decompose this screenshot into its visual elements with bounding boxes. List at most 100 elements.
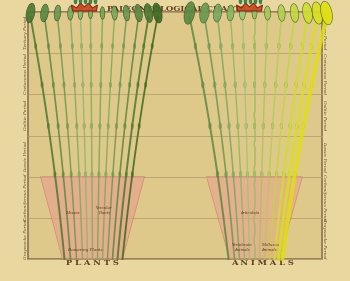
Text: Carboniferous Period: Carboniferous Period [24,173,28,221]
Ellipse shape [144,82,147,87]
Ellipse shape [90,123,93,129]
Text: Cretaceous Period: Cretaceous Period [24,53,28,94]
Ellipse shape [213,82,216,88]
Ellipse shape [41,4,48,22]
Ellipse shape [138,123,140,129]
Ellipse shape [209,123,211,129]
Text: A N I M A L S: A N I M A L S [231,259,294,267]
Ellipse shape [119,82,121,87]
Text: PALEONTOLOGICAL CHART.: PALEONTOLOGICAL CHART. [107,5,243,13]
Ellipse shape [278,5,285,21]
Ellipse shape [219,123,222,129]
Ellipse shape [271,123,274,129]
Ellipse shape [78,172,80,177]
Ellipse shape [239,6,245,20]
Ellipse shape [260,171,263,177]
Ellipse shape [119,172,121,177]
Ellipse shape [76,123,78,129]
Ellipse shape [224,82,226,88]
Ellipse shape [105,172,107,177]
Ellipse shape [239,0,242,4]
Ellipse shape [112,6,117,20]
Ellipse shape [237,123,239,129]
Ellipse shape [151,43,153,49]
Ellipse shape [318,43,321,49]
Ellipse shape [262,123,265,129]
Ellipse shape [66,123,69,129]
Ellipse shape [253,123,256,129]
Ellipse shape [128,82,131,87]
Ellipse shape [264,82,266,88]
Ellipse shape [194,43,197,49]
Text: Liassic Period: Liassic Period [24,141,28,171]
Ellipse shape [100,7,105,19]
Ellipse shape [302,123,305,129]
Ellipse shape [310,43,313,49]
Ellipse shape [142,43,145,49]
Ellipse shape [98,171,100,177]
Ellipse shape [253,171,256,177]
Ellipse shape [214,4,222,22]
Text: Articulata: Articulata [240,211,259,215]
Ellipse shape [184,2,195,24]
Ellipse shape [94,0,97,4]
Bar [28,12,322,259]
Ellipse shape [62,172,64,177]
Ellipse shape [89,7,92,19]
Ellipse shape [242,43,245,49]
Text: Mosses: Mosses [65,211,80,215]
Ellipse shape [111,43,114,49]
Text: Graywacke Period: Graywacke Period [24,218,28,259]
Ellipse shape [100,43,103,49]
Ellipse shape [219,43,222,49]
Ellipse shape [239,171,242,177]
Ellipse shape [232,171,235,177]
Ellipse shape [47,123,50,129]
Ellipse shape [133,43,136,49]
Polygon shape [237,3,262,11]
Ellipse shape [68,6,73,20]
Text: Liassic Period: Liassic Period [322,141,326,171]
Ellipse shape [135,4,142,22]
Ellipse shape [289,123,292,129]
Ellipse shape [249,0,252,4]
Text: Carboniferous Period: Carboniferous Period [322,173,326,221]
Ellipse shape [78,7,83,19]
Ellipse shape [228,123,230,129]
Ellipse shape [57,123,60,129]
Ellipse shape [137,82,139,87]
Ellipse shape [91,171,93,177]
Polygon shape [206,177,302,259]
Ellipse shape [52,82,55,87]
Ellipse shape [275,171,278,177]
Ellipse shape [268,171,271,177]
Ellipse shape [41,82,43,87]
Ellipse shape [225,171,228,177]
Ellipse shape [131,172,134,177]
Text: Tertiary Period: Tertiary Period [24,16,28,49]
Ellipse shape [70,172,72,177]
Ellipse shape [80,43,83,49]
Text: Tertiary Period: Tertiary Period [322,16,326,49]
Ellipse shape [54,172,56,177]
Ellipse shape [265,43,268,49]
Text: P L A N T S: P L A N T S [66,259,119,267]
Ellipse shape [285,82,287,88]
Ellipse shape [89,0,92,4]
Ellipse shape [321,1,332,25]
Ellipse shape [123,5,130,21]
Ellipse shape [84,0,87,4]
Ellipse shape [280,123,283,129]
Ellipse shape [84,171,87,177]
Ellipse shape [254,0,257,4]
Ellipse shape [99,123,101,129]
Ellipse shape [79,0,82,4]
Ellipse shape [310,82,313,88]
Ellipse shape [303,82,306,88]
Ellipse shape [74,82,76,87]
Text: Oolitic Period: Oolitic Period [322,100,326,130]
Text: Mollusca
Animals: Mollusca Animals [261,243,278,252]
Ellipse shape [125,172,127,177]
Ellipse shape [252,7,257,19]
Ellipse shape [244,82,246,88]
